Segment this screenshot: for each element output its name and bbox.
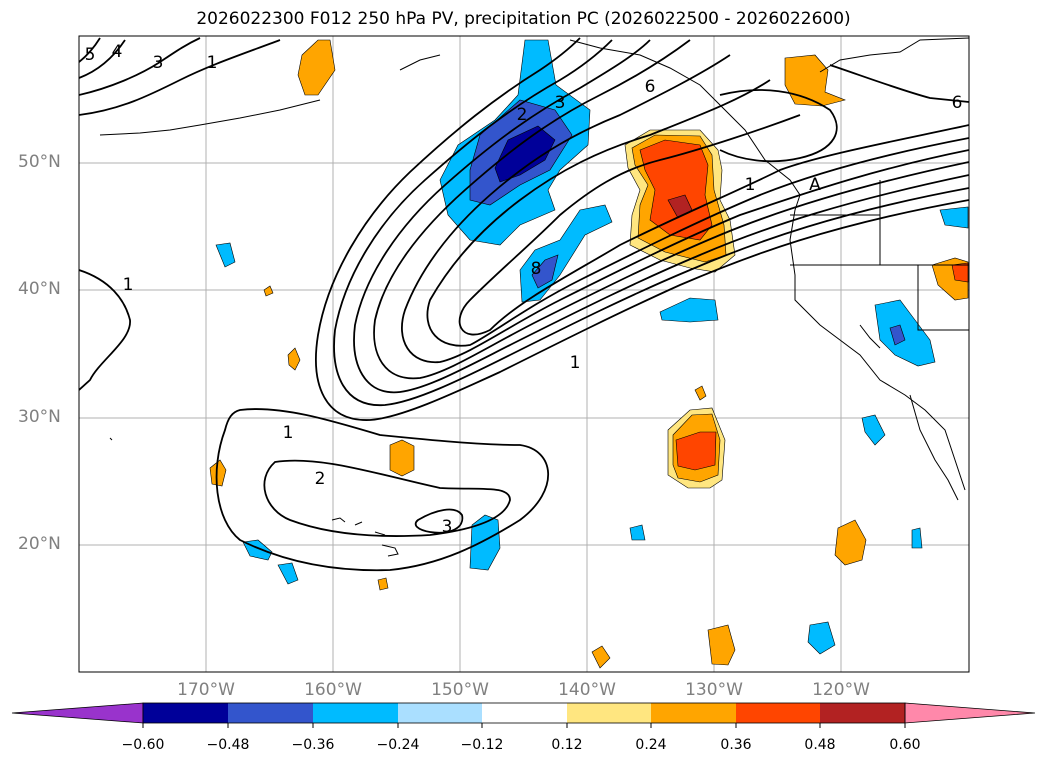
- contour-label: 2: [315, 469, 326, 489]
- contour-line: [79, 269, 131, 391]
- contour-line: [353, 39, 969, 394]
- colorbar-tick-label: −0.12: [460, 737, 504, 753]
- colorbar-tick-label: 0.24: [635, 737, 667, 753]
- map-title: 2026022300 F012 250 hPa PV, precipitatio…: [196, 9, 851, 29]
- precip-area: [694, 385, 707, 401]
- lon-label-130w: 130°W: [685, 680, 743, 700]
- positive-precip-areas: [209, 39, 969, 669]
- contour-line: [373, 39, 969, 380]
- contour-line: [79, 37, 201, 96]
- contour-line: [79, 39, 126, 79]
- contour-line: [401, 54, 969, 363]
- precip-area: [675, 431, 717, 471]
- precip-area: [277, 562, 299, 585]
- contour-line: [414, 508, 464, 534]
- contour-label: 2: [517, 105, 528, 125]
- contour-label: 8: [531, 259, 542, 279]
- precip-area: [784, 54, 846, 107]
- contour-label: 1: [570, 353, 581, 373]
- colorbar-segment: [398, 703, 482, 723]
- contour-line: [458, 114, 969, 336]
- precip-area: [889, 324, 906, 346]
- precip-area: [834, 519, 867, 566]
- precip-area: [215, 242, 236, 268]
- precip-area: [297, 39, 336, 96]
- precip-area: [807, 621, 836, 655]
- colorbar-segment: [143, 703, 228, 723]
- precip-area: [939, 206, 969, 229]
- contour-line: [79, 37, 101, 63]
- colorbar-tick-label: −0.48: [206, 737, 250, 753]
- pv-contours: [79, 37, 969, 572]
- precip-area: [287, 347, 301, 371]
- contour-label: 1: [283, 423, 294, 443]
- precip-area: [639, 139, 713, 241]
- contour-line: [215, 408, 550, 572]
- lon-label-140w: 140°W: [558, 680, 616, 700]
- lat-label-20n: 20°N: [18, 534, 61, 554]
- negative-precip-areas: [215, 39, 969, 655]
- precip-area: [209, 459, 227, 487]
- precip-area: [531, 254, 559, 289]
- precip-area: [659, 297, 719, 323]
- colorbar-segment: [482, 703, 567, 723]
- contour-label: 1: [123, 275, 134, 295]
- precip-area: [861, 414, 886, 446]
- precip-area: [707, 624, 736, 666]
- colorbar-extend-high: [904, 702, 1036, 724]
- contour-label: 5: [85, 45, 96, 65]
- lat-label-50n: 50°N: [18, 152, 61, 172]
- colorbar-segment: [651, 703, 736, 723]
- map-frame: [78, 35, 970, 673]
- precip-area: [911, 527, 923, 549]
- contour-line: [829, 64, 969, 103]
- colorbar-tick-label: −0.24: [376, 737, 420, 753]
- contour-label: 1: [207, 53, 218, 73]
- contour-line: [426, 79, 969, 347]
- contour-line: [79, 39, 281, 116]
- colorbar-segment: [820, 703, 905, 723]
- colorbar-tick-label: −0.36: [291, 737, 335, 753]
- contour-label: 6: [952, 93, 963, 113]
- colorbar-tick-label: 0.48: [804, 737, 836, 753]
- lat-label-30n: 30°N: [18, 407, 61, 427]
- precip-area: [263, 285, 274, 297]
- lat-label-40n: 40°N: [18, 279, 61, 299]
- contour-label: 6: [645, 77, 656, 97]
- precip-area: [629, 524, 646, 541]
- contour-label: 1: [745, 175, 756, 195]
- lon-label-170w: 170°W: [177, 680, 235, 700]
- precip-area: [377, 577, 389, 591]
- colorbar-segment: [228, 703, 313, 723]
- colorbar-tick-label: 0.60: [889, 737, 921, 753]
- contour-line: [315, 37, 969, 421]
- colorbar-tick-label: 0.12: [551, 737, 583, 753]
- contour-label: A: [809, 175, 821, 195]
- colorbar-tick-label: 0.36: [720, 737, 752, 753]
- lon-label-160w: 160°W: [304, 680, 362, 700]
- precip-area: [874, 299, 936, 367]
- precip-area: [951, 262, 969, 283]
- contour-line: [719, 89, 838, 163]
- lon-label-120w: 120°W: [812, 680, 870, 700]
- contour-label: 3: [555, 93, 566, 113]
- map-canvas: 5 4 3 1 2 3 6 6 1 A 1 8 1 1 2 3: [78, 35, 970, 673]
- contour-label: 3: [442, 517, 453, 537]
- lon-label-150w: 150°W: [431, 680, 489, 700]
- colorbar-segment: [313, 703, 398, 723]
- precip-area: [591, 645, 611, 669]
- contour-line: [333, 39, 969, 406]
- colorbar-segment: [736, 703, 820, 723]
- contour-label: 4: [112, 42, 123, 62]
- coastlines: [99, 37, 969, 557]
- precip-area: [469, 514, 501, 571]
- colorbar-segment: [567, 703, 651, 723]
- colorbar-tick-label: −0.60: [121, 737, 165, 753]
- contour-line: [263, 459, 511, 537]
- colorbar-extend-low: [11, 702, 144, 724]
- colorbar: [11, 702, 1036, 728]
- contour-label: 3: [153, 53, 164, 73]
- precip-area: [389, 439, 415, 477]
